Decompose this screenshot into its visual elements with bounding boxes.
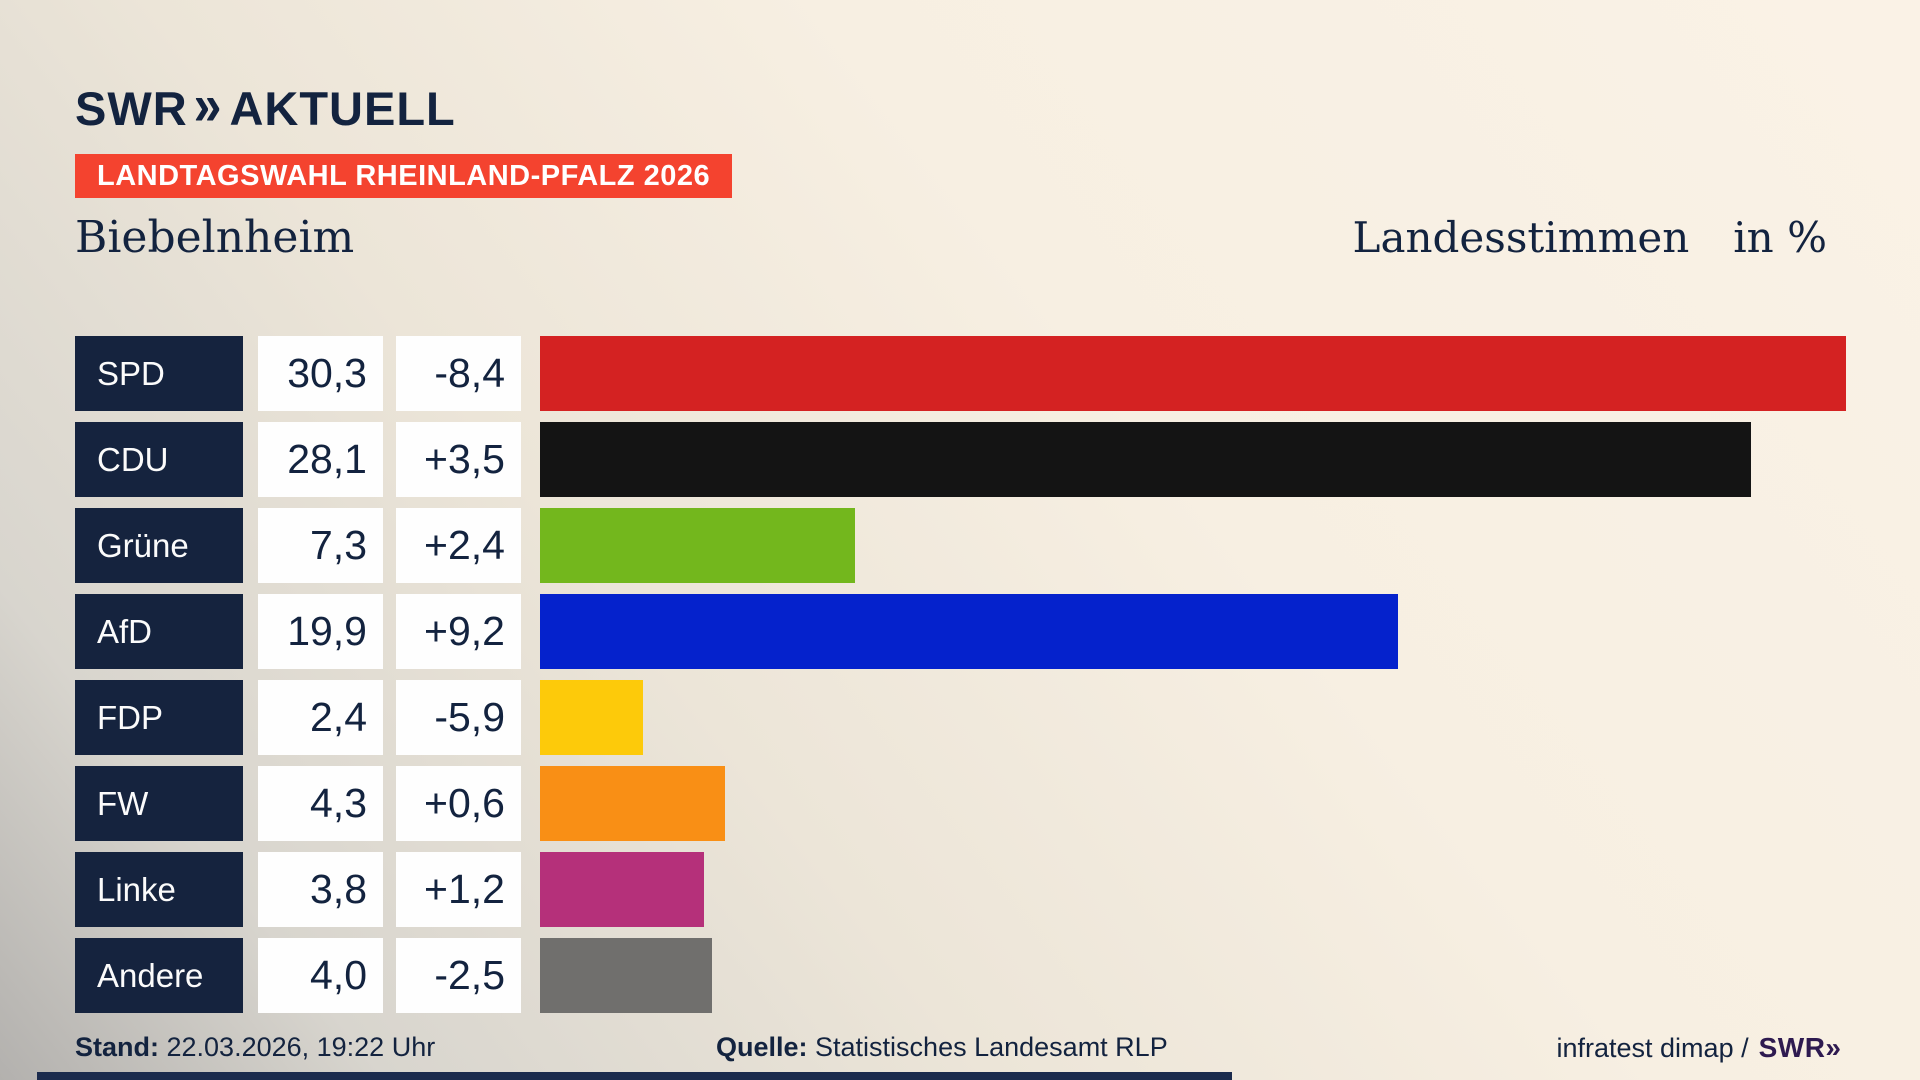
stand-label: Stand:	[75, 1032, 159, 1062]
change-value: +9,2	[396, 594, 521, 669]
party-label: AfD	[75, 594, 243, 669]
change-value: +0,6	[396, 766, 521, 841]
double-chevron-icon: »	[1825, 1032, 1840, 1063]
swr-logo-text: SWR	[75, 81, 188, 135]
swr-footer-logo-text: SWR	[1758, 1032, 1826, 1063]
result-bar	[540, 680, 643, 755]
vote-type-label: Landesstimmen	[1352, 213, 1690, 262]
ticker-edge-strip	[37, 1072, 1232, 1080]
chart-header: Biebelnheim Landesstimmen in %	[75, 212, 1827, 263]
swr-aktuell-logo: SWR » AKTUELL	[75, 73, 456, 140]
results-table: SPD 30,3 -8,4 CDU 28,1 +3,5 Grüne 7,3 +2…	[75, 336, 1846, 1024]
table-row: FW 4,3 +0,6	[75, 766, 1846, 841]
municipality-title: Biebelnheim	[75, 212, 355, 263]
table-row: CDU 28,1 +3,5	[75, 422, 1846, 497]
result-value: 19,9	[258, 594, 383, 669]
credit-text: infratest dimap /	[1556, 1032, 1749, 1063]
result-bar	[540, 336, 1846, 411]
result-value: 7,3	[258, 508, 383, 583]
election-banner: LANDTAGSWAHL RHEINLAND-PFALZ 2026	[75, 154, 733, 198]
party-label: Andere	[75, 938, 243, 1013]
stand-timestamp: Stand: 22.03.2026, 19:22 Uhr	[75, 1032, 435, 1063]
election-banner-text: LANDTAGSWAHL RHEINLAND-PFALZ 2026	[97, 159, 711, 192]
source-label: Quelle:	[716, 1032, 808, 1062]
change-value: -2,5	[396, 938, 521, 1013]
result-value: 4,3	[258, 766, 383, 841]
stand-value: 22.03.2026, 19:22 Uhr	[159, 1032, 436, 1062]
party-label: FW	[75, 766, 243, 841]
result-bar	[540, 766, 725, 841]
table-row: Linke 3,8 +1,2	[75, 852, 1846, 927]
change-value: +3,5	[396, 422, 521, 497]
result-value: 2,4	[258, 680, 383, 755]
table-row: Andere 4,0 -2,5	[75, 938, 1846, 1013]
credit-note: infratest dimap / SWR»	[1556, 1032, 1841, 1064]
party-label: FDP	[75, 680, 243, 755]
table-row: Grüne 7,3 +2,4	[75, 508, 1846, 583]
change-value: -8,4	[396, 336, 521, 411]
double-chevron-icon: »	[193, 72, 222, 138]
party-label: Grüne	[75, 508, 243, 583]
result-bar	[540, 508, 855, 583]
result-bar	[540, 594, 1398, 669]
result-value: 30,3	[258, 336, 383, 411]
result-value: 4,0	[258, 938, 383, 1013]
change-value: -5,9	[396, 680, 521, 755]
table-row: SPD 30,3 -8,4	[75, 336, 1846, 411]
swr-footer-logo: SWR»	[1758, 1032, 1841, 1064]
aktuell-logo-text: AKTUELL	[229, 81, 456, 135]
result-bar	[540, 422, 1751, 497]
footer: Stand: 22.03.2026, 19:22 Uhr Quelle: Sta…	[0, 1032, 1920, 1072]
result-value: 28,1	[258, 422, 383, 497]
party-label: CDU	[75, 422, 243, 497]
change-value: +2,4	[396, 508, 521, 583]
unit-label: in %	[1733, 213, 1827, 262]
result-bar	[540, 852, 704, 927]
source-note: Quelle: Statistisches Landesamt RLP	[716, 1032, 1168, 1063]
party-label: SPD	[75, 336, 243, 411]
table-row: AfD 19,9 +9,2	[75, 594, 1846, 669]
change-value: +1,2	[396, 852, 521, 927]
result-bar	[540, 938, 712, 1013]
result-value: 3,8	[258, 852, 383, 927]
table-row: FDP 2,4 -5,9	[75, 680, 1846, 755]
source-value: Statistisches Landesamt RLP	[807, 1032, 1168, 1062]
party-label: Linke	[75, 852, 243, 927]
